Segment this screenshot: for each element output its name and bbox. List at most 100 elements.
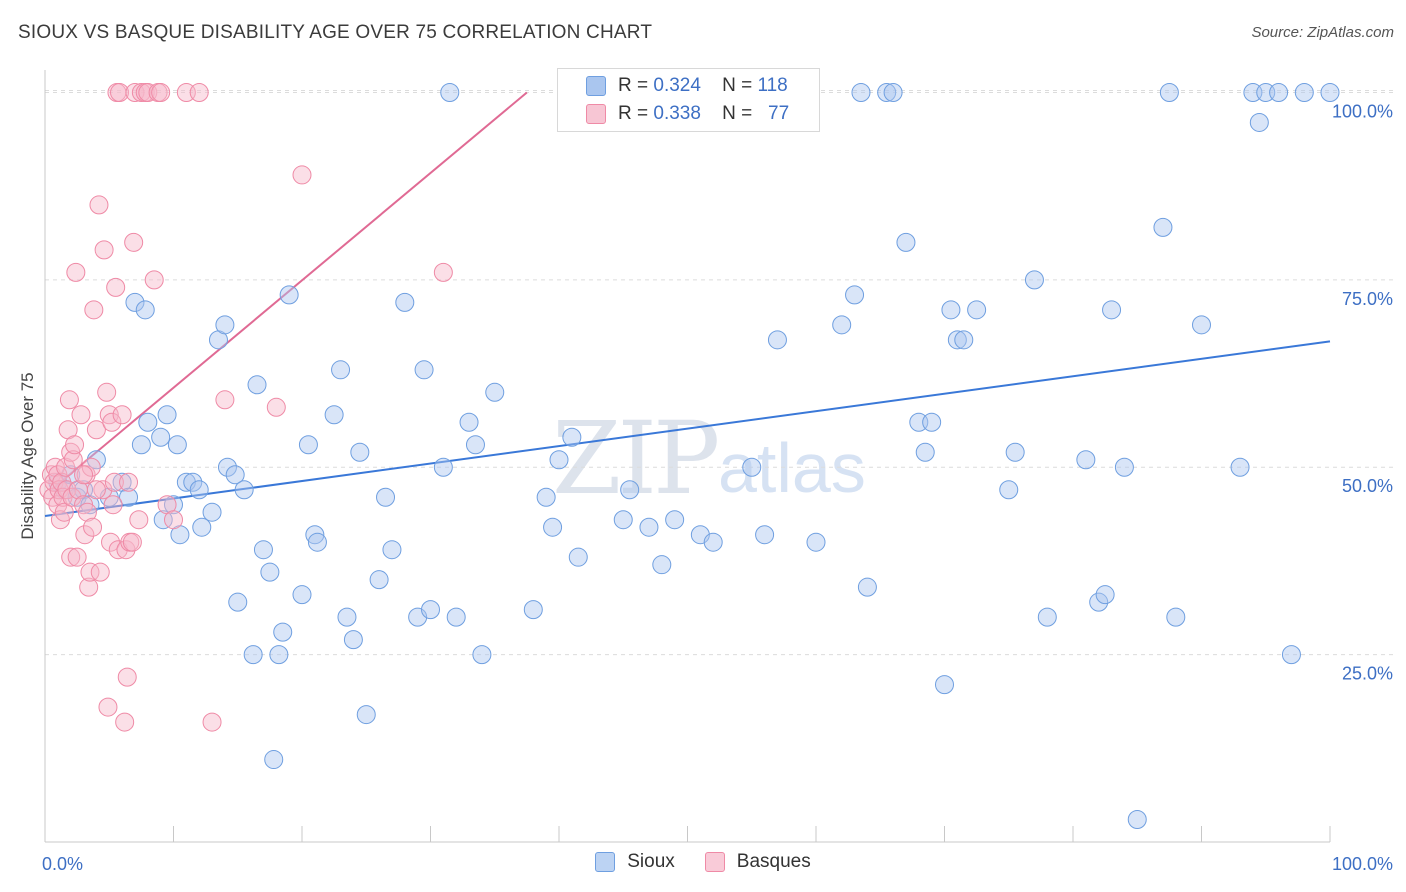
point-sioux bbox=[947, 330, 967, 350]
bottom-legend-label-basques: Basques bbox=[736, 851, 811, 872]
y-tick-label: 25.0% bbox=[1342, 664, 1393, 684]
point-sioux bbox=[343, 630, 363, 650]
legend-n-label: N = bbox=[722, 75, 753, 96]
y-axis-label: Disability Age Over 75 bbox=[18, 372, 37, 539]
legend-n-value-sioux: 118 bbox=[757, 75, 788, 96]
point-sioux bbox=[264, 750, 284, 770]
point-basques bbox=[129, 510, 149, 530]
point-sioux bbox=[543, 517, 563, 537]
bottom-legend-sioux: Sioux bbox=[595, 851, 675, 873]
point-basques bbox=[124, 232, 144, 252]
point-sioux bbox=[153, 510, 173, 530]
bottom-legend-swatch-sioux bbox=[595, 852, 616, 872]
point-sioux bbox=[247, 375, 267, 395]
point-sioux bbox=[1024, 270, 1044, 290]
point-basques bbox=[106, 277, 126, 297]
point-sioux bbox=[192, 517, 212, 537]
legend-n-label: N = bbox=[722, 103, 753, 124]
point-sioux bbox=[1166, 607, 1186, 627]
point-sioux bbox=[1192, 315, 1211, 335]
point-sioux bbox=[883, 82, 903, 102]
point-sioux bbox=[857, 577, 877, 597]
point-sioux bbox=[755, 525, 775, 545]
point-sioux bbox=[652, 555, 672, 575]
point-sioux bbox=[189, 480, 209, 500]
point-basques bbox=[89, 195, 109, 215]
point-sioux bbox=[369, 570, 389, 590]
point-basques bbox=[104, 472, 124, 492]
bottom-legend: Sioux Basques bbox=[0, 851, 1406, 873]
point-sioux bbox=[1102, 300, 1122, 320]
point-basques bbox=[151, 82, 171, 102]
point-basques bbox=[83, 517, 103, 537]
point-sioux bbox=[1076, 450, 1096, 470]
point-basques bbox=[90, 562, 110, 582]
point-basques bbox=[215, 390, 235, 410]
point-sioux bbox=[665, 510, 685, 530]
point-basques bbox=[292, 165, 312, 185]
point-sioux bbox=[915, 442, 935, 462]
point-sioux bbox=[1281, 645, 1301, 665]
point-basques bbox=[59, 390, 79, 410]
point-sioux bbox=[1230, 457, 1250, 477]
point-sioux bbox=[298, 435, 318, 455]
point-basques bbox=[98, 697, 118, 717]
point-sioux bbox=[440, 82, 460, 102]
legend-n-value-basques: 77 bbox=[768, 103, 790, 124]
y-tick-label: 100.0% bbox=[1332, 101, 1393, 121]
point-sioux bbox=[260, 562, 280, 582]
point-sioux bbox=[639, 517, 659, 537]
point-sioux bbox=[395, 292, 415, 312]
point-sioux bbox=[703, 532, 723, 552]
axes bbox=[44, 70, 1331, 843]
point-basques bbox=[61, 547, 81, 567]
legend: R = 0.324 N = 118 R = 0.338 N = 77 bbox=[557, 68, 820, 132]
y-tick-label: 50.0% bbox=[1342, 476, 1393, 496]
point-basques bbox=[86, 420, 106, 440]
point-basques bbox=[103, 495, 123, 515]
point-sioux bbox=[465, 435, 485, 455]
point-sioux bbox=[376, 487, 396, 507]
point-sioux bbox=[806, 532, 826, 552]
point-basques bbox=[119, 472, 139, 492]
point-sioux bbox=[941, 300, 961, 320]
point-basques bbox=[81, 457, 101, 477]
point-sioux bbox=[1037, 607, 1057, 627]
chart-source: Source: ZipAtlas.com bbox=[1251, 24, 1394, 41]
point-sioux bbox=[215, 315, 235, 335]
legend-r-label: R = bbox=[618, 103, 649, 124]
point-sioux bbox=[1153, 217, 1173, 237]
point-basques bbox=[144, 270, 164, 290]
point-basques bbox=[65, 435, 85, 455]
point-sioux bbox=[472, 645, 492, 665]
point-basques bbox=[74, 465, 94, 485]
point-sioux bbox=[1114, 457, 1134, 477]
point-sioux bbox=[151, 427, 171, 447]
point-sioux bbox=[217, 457, 237, 477]
point-sioux bbox=[523, 600, 543, 620]
point-sioux bbox=[269, 645, 289, 665]
point-basques bbox=[97, 382, 117, 402]
point-sioux bbox=[382, 540, 402, 560]
point-sioux bbox=[356, 705, 376, 725]
point-sioux bbox=[279, 285, 299, 305]
point-sioux bbox=[138, 412, 158, 432]
point-sioux bbox=[967, 300, 987, 320]
point-sioux bbox=[459, 412, 479, 432]
point-sioux bbox=[305, 525, 325, 545]
point-sioux bbox=[350, 442, 370, 462]
point-basques bbox=[122, 532, 142, 552]
point-sioux bbox=[125, 292, 145, 312]
point-basques bbox=[66, 262, 86, 282]
point-sioux bbox=[131, 435, 151, 455]
point-sioux bbox=[202, 502, 222, 522]
point-basques bbox=[75, 525, 95, 545]
legend-swatch-basques bbox=[586, 104, 606, 124]
point-basques bbox=[115, 712, 135, 732]
watermark-zip: ZIP bbox=[552, 400, 720, 517]
legend-r-label: R = bbox=[618, 75, 649, 96]
point-sioux bbox=[433, 457, 453, 477]
tick-labels: 25.0% 50.0% 75.0% 100.0% 0.0% 100.0% bbox=[42, 101, 1393, 874]
legend-r-value-basques: 0.338 bbox=[653, 103, 701, 124]
